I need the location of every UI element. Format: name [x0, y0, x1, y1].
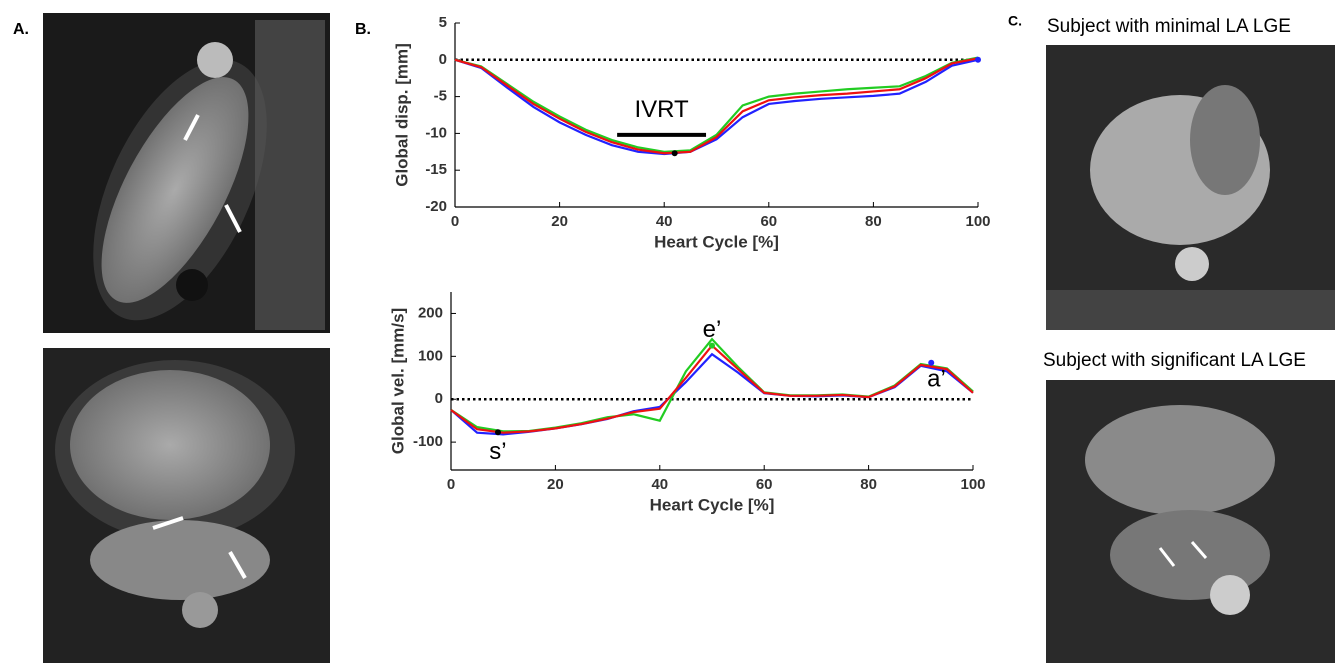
- y-tick-label: 0: [439, 51, 447, 68]
- y-tick-label: -10: [425, 124, 447, 141]
- annotation: a’: [927, 365, 946, 392]
- panel-label: A.: [13, 21, 29, 38]
- x-tick-label: 0: [451, 213, 459, 230]
- x-tick-label: 80: [860, 476, 877, 493]
- caption: Subject with minimal LA LGE: [1047, 16, 1291, 37]
- x-tick-label: 100: [960, 476, 985, 493]
- panel-label: B.: [355, 21, 371, 38]
- series-line: [450, 352, 974, 436]
- y-axis-label: Global vel. [mm/s]: [388, 308, 407, 454]
- x-axis-label: Heart Cycle [%]: [650, 495, 775, 514]
- marker: [494, 429, 501, 436]
- x-tick-label: 40: [651, 476, 668, 493]
- x-tick-label: 40: [656, 213, 673, 230]
- y-tick-label: 0: [435, 390, 443, 407]
- x-tick-label: 0: [447, 476, 455, 493]
- x-axis-label: Heart Cycle [%]: [654, 232, 779, 251]
- x-tick-label: 60: [760, 213, 777, 230]
- x-tick-label: 80: [865, 213, 882, 230]
- x-tick-label: 100: [965, 213, 990, 230]
- y-tick-label: 200: [418, 304, 443, 321]
- y-tick-label: -5: [434, 88, 447, 105]
- caption: Subject with significant LA LGE: [1043, 350, 1306, 371]
- panel-label: C.: [1008, 13, 1022, 29]
- y-tick-label: 100: [418, 347, 443, 364]
- mri-image: [43, 13, 330, 333]
- marker: [928, 359, 935, 366]
- series-line: [454, 58, 979, 156]
- x-tick-label: 20: [547, 476, 564, 493]
- series-line: [454, 56, 979, 153]
- y-tick-label: -15: [425, 161, 447, 178]
- interval-label: IVRT: [634, 96, 689, 123]
- lge-image: [1046, 380, 1335, 663]
- x-tick-label: 60: [756, 476, 773, 493]
- annotation: s’: [489, 438, 506, 465]
- series-line: [450, 344, 974, 434]
- mri-image: [43, 348, 330, 663]
- series-line: [454, 57, 979, 155]
- y-tick-label: -100: [413, 433, 443, 450]
- marker: [709, 342, 715, 349]
- marker: [975, 56, 981, 63]
- annotation: e’: [703, 316, 722, 343]
- lge-image: [1046, 45, 1335, 330]
- x-tick-label: 20: [551, 213, 568, 230]
- marker: [671, 150, 678, 157]
- y-tick-label: 5: [439, 14, 447, 31]
- y-axis-label: Global disp. [mm]: [392, 43, 411, 187]
- y-tick-label: -20: [425, 198, 447, 215]
